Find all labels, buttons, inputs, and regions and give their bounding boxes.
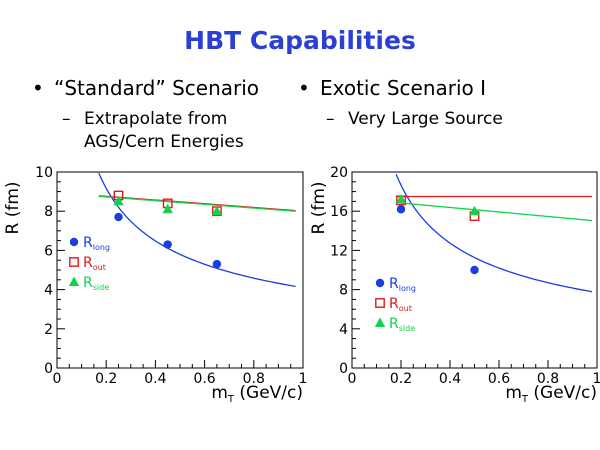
fit-curve	[98, 172, 296, 288]
x-axis-label: mT (GeV/c)	[505, 383, 597, 405]
x-axis-label-rest: (GeV/c)	[234, 383, 303, 403]
legend-entry-main: R	[83, 235, 93, 251]
legend-entry-main: R	[389, 316, 399, 332]
y-tick-label: 16	[330, 204, 348, 220]
fit-curve	[396, 201, 593, 222]
y-tick-label: 8	[339, 283, 348, 299]
data-point	[212, 259, 222, 269]
x-axis-label-sub: T	[227, 394, 235, 405]
data-point	[470, 265, 479, 275]
data-point	[396, 205, 406, 214]
legend-marker	[374, 317, 386, 327]
fit-curve	[98, 195, 296, 212]
right-sub-bullet: – Very Large Source	[326, 108, 503, 131]
legend-marker	[69, 237, 79, 247]
y-tick-label: 2	[44, 322, 53, 338]
dash-glyph: –	[326, 109, 335, 129]
legend-entry-sub: out	[93, 263, 106, 272]
y-tick-label: 4	[339, 322, 348, 338]
legend-entry-main: R	[83, 255, 93, 271]
page-title: HBT Capabilities	[184, 26, 416, 55]
legend-entry-sub: side	[93, 283, 109, 292]
legend-marker	[68, 276, 80, 286]
y-tick-label: 8	[44, 204, 53, 220]
right-sub-line1: Very Large Source	[348, 109, 503, 129]
legend-entry-main: R	[389, 276, 399, 292]
x-tick-label: 0.6	[488, 371, 510, 387]
left-bullet-text: “Standard” Scenario	[54, 76, 260, 100]
legend-marker	[375, 298, 385, 308]
x-tick-label: 0	[348, 371, 357, 387]
y-axis-label: R (fm)	[309, 181, 329, 234]
right-bullet-text: Exotic Scenario I	[320, 76, 487, 100]
x-tick-label: 1	[299, 371, 308, 387]
y-tick-label: 0	[44, 361, 53, 377]
x-tick-label: 1	[593, 371, 600, 387]
left-sub-line1: Extrapolate from	[84, 109, 228, 129]
fit-curve	[395, 173, 593, 293]
data-point	[211, 205, 223, 216]
legend-entry-sub: long	[93, 243, 110, 252]
data-point	[162, 203, 173, 214]
y-tick-label: 10	[35, 165, 53, 181]
y-tick-label: 4	[44, 283, 53, 299]
legend-entry-sub: out	[399, 304, 412, 313]
x-tick-label: 0.4	[439, 371, 461, 387]
legend-entry: Rlong	[389, 276, 416, 293]
legend-entry-main: R	[389, 296, 399, 312]
x-tick-label: 0.2	[390, 371, 412, 387]
x-tick-label: 0	[53, 371, 62, 387]
left-bullet: • “Standard” Scenario	[32, 76, 259, 100]
x-tick-label: 0.8	[243, 371, 265, 387]
bullet-glyph: •	[298, 76, 310, 100]
y-tick-label: 20	[330, 165, 348, 181]
legend-entry: Rlong	[83, 235, 110, 252]
left-sub-line2: AGS/Cern Energies	[84, 132, 244, 152]
legend-marker	[69, 257, 79, 267]
x-tick-label: 0.4	[144, 371, 166, 387]
legend-entry-main: R	[83, 275, 93, 291]
x-tick-label: 0.8	[537, 371, 559, 387]
x-axis-label-sub: T	[521, 394, 529, 405]
right-bullet: • Exotic Scenario I	[298, 76, 486, 100]
legend-entry-sub: long	[399, 284, 416, 293]
legend-entry-sub: side	[399, 324, 415, 333]
data-point	[113, 195, 124, 206]
legend-entry: Rside	[83, 275, 109, 292]
x-axis-label-rest: (GeV/c)	[528, 383, 597, 403]
legend-marker	[375, 278, 385, 288]
dash-glyph: –	[62, 109, 71, 129]
legend-entry: Rside	[389, 316, 415, 333]
x-tick-label: 0.6	[193, 371, 215, 387]
x-axis-label-main: m	[505, 383, 522, 403]
left-sub-bullet: – Extrapolate from AGS/Cern Energies	[62, 108, 244, 154]
y-tick-label: 0	[339, 361, 348, 377]
x-tick-label: 0.2	[95, 371, 117, 387]
x-axis-label-main: m	[211, 383, 228, 403]
bullet-glyph: •	[32, 76, 44, 100]
data-point	[469, 205, 480, 216]
data-point	[395, 193, 407, 204]
data-point	[114, 212, 123, 222]
legend-entry: Rout	[83, 255, 106, 272]
y-axis-label: R (fm)	[3, 181, 23, 234]
x-axis-label: mT (GeV/c)	[211, 383, 303, 405]
y-tick-label: 12	[330, 243, 348, 259]
y-tick-label: 6	[44, 243, 53, 259]
data-point	[163, 240, 172, 249]
legend-entry: Rout	[389, 296, 412, 313]
